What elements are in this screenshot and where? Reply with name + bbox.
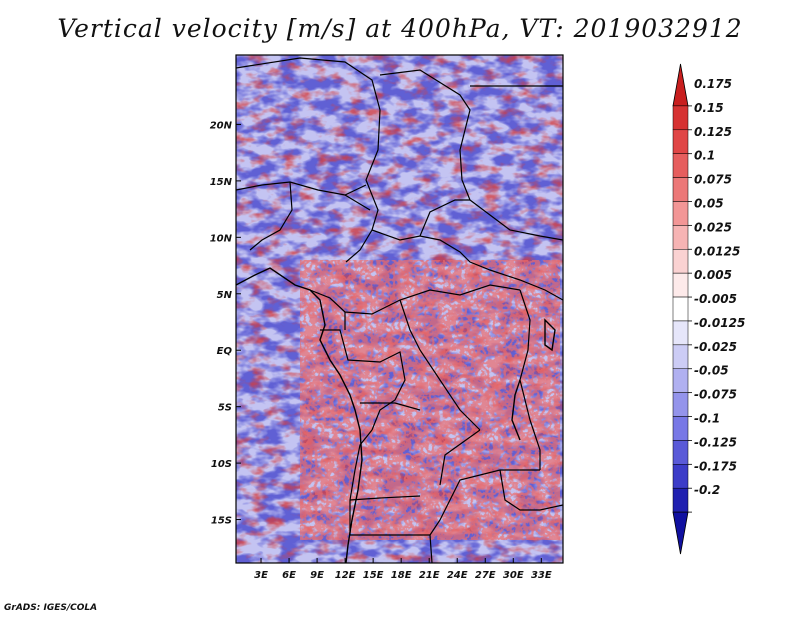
latitude-ticks: 20N 15N 10N 5N EQ 5S 10S 15S [210,120,241,527]
lon-tick-label: 12E [335,570,356,581]
colorbar-label: -0.05 [694,364,729,378]
colorbar-label: -0.005 [694,292,737,306]
lat-tick-label: 10N [210,233,233,244]
colorbar-swatch [672,153,689,178]
colorbar-label: 0.025 [694,220,732,234]
colorbar: 0.175 0.15 0.125 0.1 0.075 0.05 0.025 0.0125 0.0… [672,63,745,555]
longitude-ticks: 3E 6E 9E 12E 15E 18E 21E 24E 27E 30E 33E [254,558,552,581]
colorbar-swatch [672,105,689,131]
map-frame [235,54,564,564]
colorbar-label: 0.1 [694,149,715,163]
lon-tick-label: 15E [363,570,384,581]
colorbar-label: 0.05 [694,196,724,210]
colorbar-label: -0.175 [694,459,737,473]
lon-tick-label: 24E [447,570,468,581]
colorbar-arrow-bottom [672,511,689,555]
colorbar-swatch [672,201,689,226]
colorbar-swatch [672,129,689,154]
lat-tick-label: 5S [218,403,232,414]
colorbar-label: 0.005 [694,268,732,282]
colorbar-label: -0.2 [694,483,720,497]
colorbar-label: 0.175 [694,77,732,91]
colorbar-swatch [672,344,689,369]
lat-tick-label: 10S [211,459,232,470]
colorbar-label: -0.125 [694,435,737,449]
colorbar-swatch [672,320,689,346]
colorbar-swatch [672,464,689,489]
footer-credit: GrADS: IGES/COLA [4,603,98,613]
colorbar-label: -0.1 [694,412,720,426]
lon-tick-label: 21E [419,570,440,581]
lon-tick-label: 30E [503,570,524,581]
colorbar-label: -0.0125 [694,316,745,330]
colorbar-label: 0.0125 [694,244,740,258]
colorbar-swatch [672,249,689,274]
colorbar-label: -0.075 [694,388,737,402]
lon-tick-label: 3E [254,570,268,581]
lon-tick-label: 6E [282,570,296,581]
colorbar-label: -0.025 [694,340,737,354]
lat-tick-label: 15S [211,516,232,527]
colorbar-swatch [672,225,689,250]
colorbar-label: 0.075 [694,173,732,187]
lon-tick-label: 18E [391,570,412,581]
colorbar-arrow-top [672,63,689,107]
velocity-field [236,55,563,563]
lon-tick-label: 27E [475,570,496,581]
colorbar-swatch [672,272,689,298]
lat-tick-label: 20N [210,120,233,131]
lat-tick-label: 15N [210,177,233,188]
country-borders [236,57,563,563]
map-title: Vertical velocity [m/s] at 400hPa, VT: 2… [57,14,743,43]
colorbar-swatch [672,177,689,202]
colorbar-swatch [672,392,689,417]
colorbar-swatch [672,440,689,465]
lon-tick-label: 9E [310,570,324,581]
colorbar-label: 0.15 [694,101,724,115]
colorbar-swatch [672,296,689,322]
colorbar-swatch [672,416,689,441]
colorbar-swatch [672,368,689,393]
colorbar-swatch [672,487,689,513]
colorbar-label: 0.125 [694,125,732,139]
lat-tick-label: EQ [217,346,233,357]
lon-tick-label: 33E [531,570,552,581]
coastline [236,267,556,563]
lat-tick-label: 5N [217,290,233,301]
